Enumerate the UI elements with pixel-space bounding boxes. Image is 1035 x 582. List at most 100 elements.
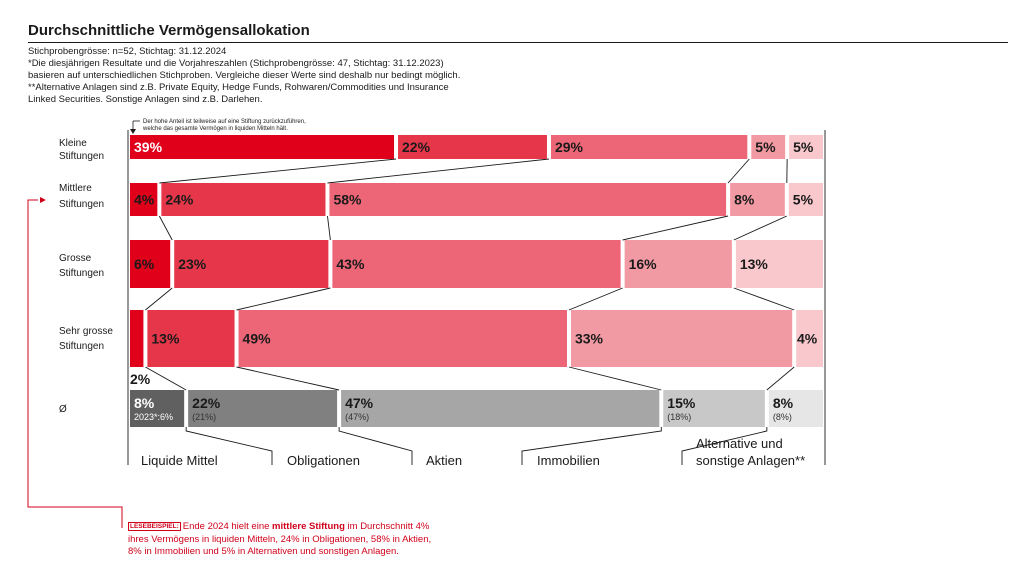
bar-segment <box>188 390 338 427</box>
segment-connector <box>158 215 173 241</box>
segment-connector <box>568 366 662 391</box>
row-label: Stiftungen <box>59 268 104 279</box>
arrow-head-icon <box>130 129 136 134</box>
bar-segment <box>550 135 748 159</box>
legend-connector <box>681 427 768 465</box>
legend-label: Alternative und <box>696 436 783 451</box>
data-label: 23% <box>178 256 207 272</box>
note-line: basieren auf unterschiedlichen Stichprob… <box>28 70 461 81</box>
bar-segment <box>570 310 793 367</box>
data-label: 5% <box>793 139 814 155</box>
annotation-text: welche das gesamte Vermögen in liquiden … <box>142 126 288 132</box>
legend-connector <box>185 427 273 465</box>
segment-connector <box>766 366 795 391</box>
bar-segment <box>796 310 823 367</box>
bar-segment <box>161 183 326 216</box>
legend-connector <box>338 427 413 465</box>
previous-year-label: (18%) <box>667 412 691 422</box>
row-label: Stiftungen <box>59 341 104 352</box>
data-label: 22% <box>402 139 431 155</box>
reading-example-text: ihres Vermögens in liquiden Mitteln, 24%… <box>128 534 432 545</box>
reading-example-tag: LESEBEISPIEL: <box>128 522 181 531</box>
bar-segment <box>624 240 732 288</box>
segment-connector <box>733 287 795 311</box>
bar-segment <box>238 310 567 367</box>
data-label: 15% <box>667 395 696 411</box>
segment-connector <box>145 366 187 391</box>
row-label: Grosse <box>59 253 92 264</box>
data-label: 4% <box>797 331 818 347</box>
previous-year-label: (8%) <box>773 412 792 422</box>
row-label: Stiftungen <box>59 199 104 210</box>
bar-segment <box>174 240 329 288</box>
segment-connector <box>568 287 623 311</box>
previous-year-label: (47%) <box>345 412 369 422</box>
note-line: *Die diesjährigen Resultate und die Vorj… <box>28 58 444 69</box>
bar-segment <box>332 240 621 288</box>
row-label: Mittlere <box>59 183 92 194</box>
bar-segment <box>130 390 185 427</box>
segment-connector <box>622 215 729 241</box>
data-label: 47% <box>345 395 374 411</box>
data-label: 13% <box>740 256 769 272</box>
bar-segment <box>130 240 171 288</box>
note-line: **Alternative Anlagen sind z.B. Private … <box>28 82 449 93</box>
legend-label: Aktien <box>426 453 462 468</box>
arrow-head-icon <box>40 197 46 203</box>
data-label: 13% <box>151 331 180 347</box>
annotation-text: Der hohe Anteil ist teilweise auf eine S… <box>143 119 306 125</box>
bar-segment <box>735 240 823 288</box>
bar-segment <box>751 135 786 159</box>
legend-label: Immobilien <box>537 453 600 468</box>
segment-connector <box>159 158 397 184</box>
reading-example: LESEBEISPIEL: Ende 2024 hielt eine mittle… <box>128 521 431 558</box>
bar-segment <box>730 183 785 216</box>
data-label: 58% <box>333 192 362 208</box>
previous-year-label: 2023*:6% <box>134 412 173 422</box>
bar-segment <box>789 135 823 159</box>
chart-title: Durchschnittliche Vermögensallokation <box>28 22 310 39</box>
bar-segment <box>130 135 395 159</box>
reading-example-connector <box>27 199 123 528</box>
data-label: 33% <box>575 331 604 347</box>
data-label: 22% <box>192 395 221 411</box>
legend-label: Obligationen <box>287 453 360 468</box>
data-label: 4% <box>134 192 155 208</box>
data-label: 16% <box>629 256 658 272</box>
bar-segment <box>130 310 144 367</box>
reading-example-text: im Durchschnitt 4% <box>344 521 430 532</box>
row-label: Sehr grosse <box>59 326 113 337</box>
row-label: Kleine <box>59 138 87 149</box>
data-label: 5% <box>793 192 814 208</box>
reading-example-highlight: mittlere Stiftung <box>272 521 345 532</box>
reading-example-text: Ende 2024 hielt eine <box>182 521 273 532</box>
data-label: 8% <box>734 192 755 208</box>
data-label: 24% <box>165 192 194 208</box>
data-label: 29% <box>555 139 584 155</box>
bar-segment <box>768 390 823 427</box>
bar-segment <box>147 310 235 367</box>
note-line: Stichprobengrösse: n=52, Stichtag: 31.12… <box>28 46 227 57</box>
data-label: 8% <box>134 395 155 411</box>
segment-connector <box>733 215 787 241</box>
row-label: Stiftungen <box>59 151 104 162</box>
reading-example-text: 8% in Immobilien und 5% in Alternativen … <box>128 546 399 557</box>
segment-connector <box>236 287 331 311</box>
legend-connector <box>521 427 662 465</box>
legend-label: Liquide Mittel <box>141 453 218 468</box>
data-label: 5% <box>755 139 776 155</box>
bar-segment <box>663 390 765 427</box>
data-label: 43% <box>336 256 365 272</box>
segment-connector <box>327 158 550 184</box>
segment-connector <box>327 215 331 241</box>
bar-segment <box>130 183 158 216</box>
data-label: 8% <box>773 395 794 411</box>
segment-connector <box>727 158 750 184</box>
bar-segment <box>341 390 660 427</box>
bar-segment <box>398 135 547 159</box>
data-label: 39% <box>134 139 163 155</box>
bar-segment <box>788 183 823 216</box>
data-label: 2% <box>130 371 151 387</box>
row-label: Ø <box>59 404 67 415</box>
data-label: 6% <box>134 256 155 272</box>
